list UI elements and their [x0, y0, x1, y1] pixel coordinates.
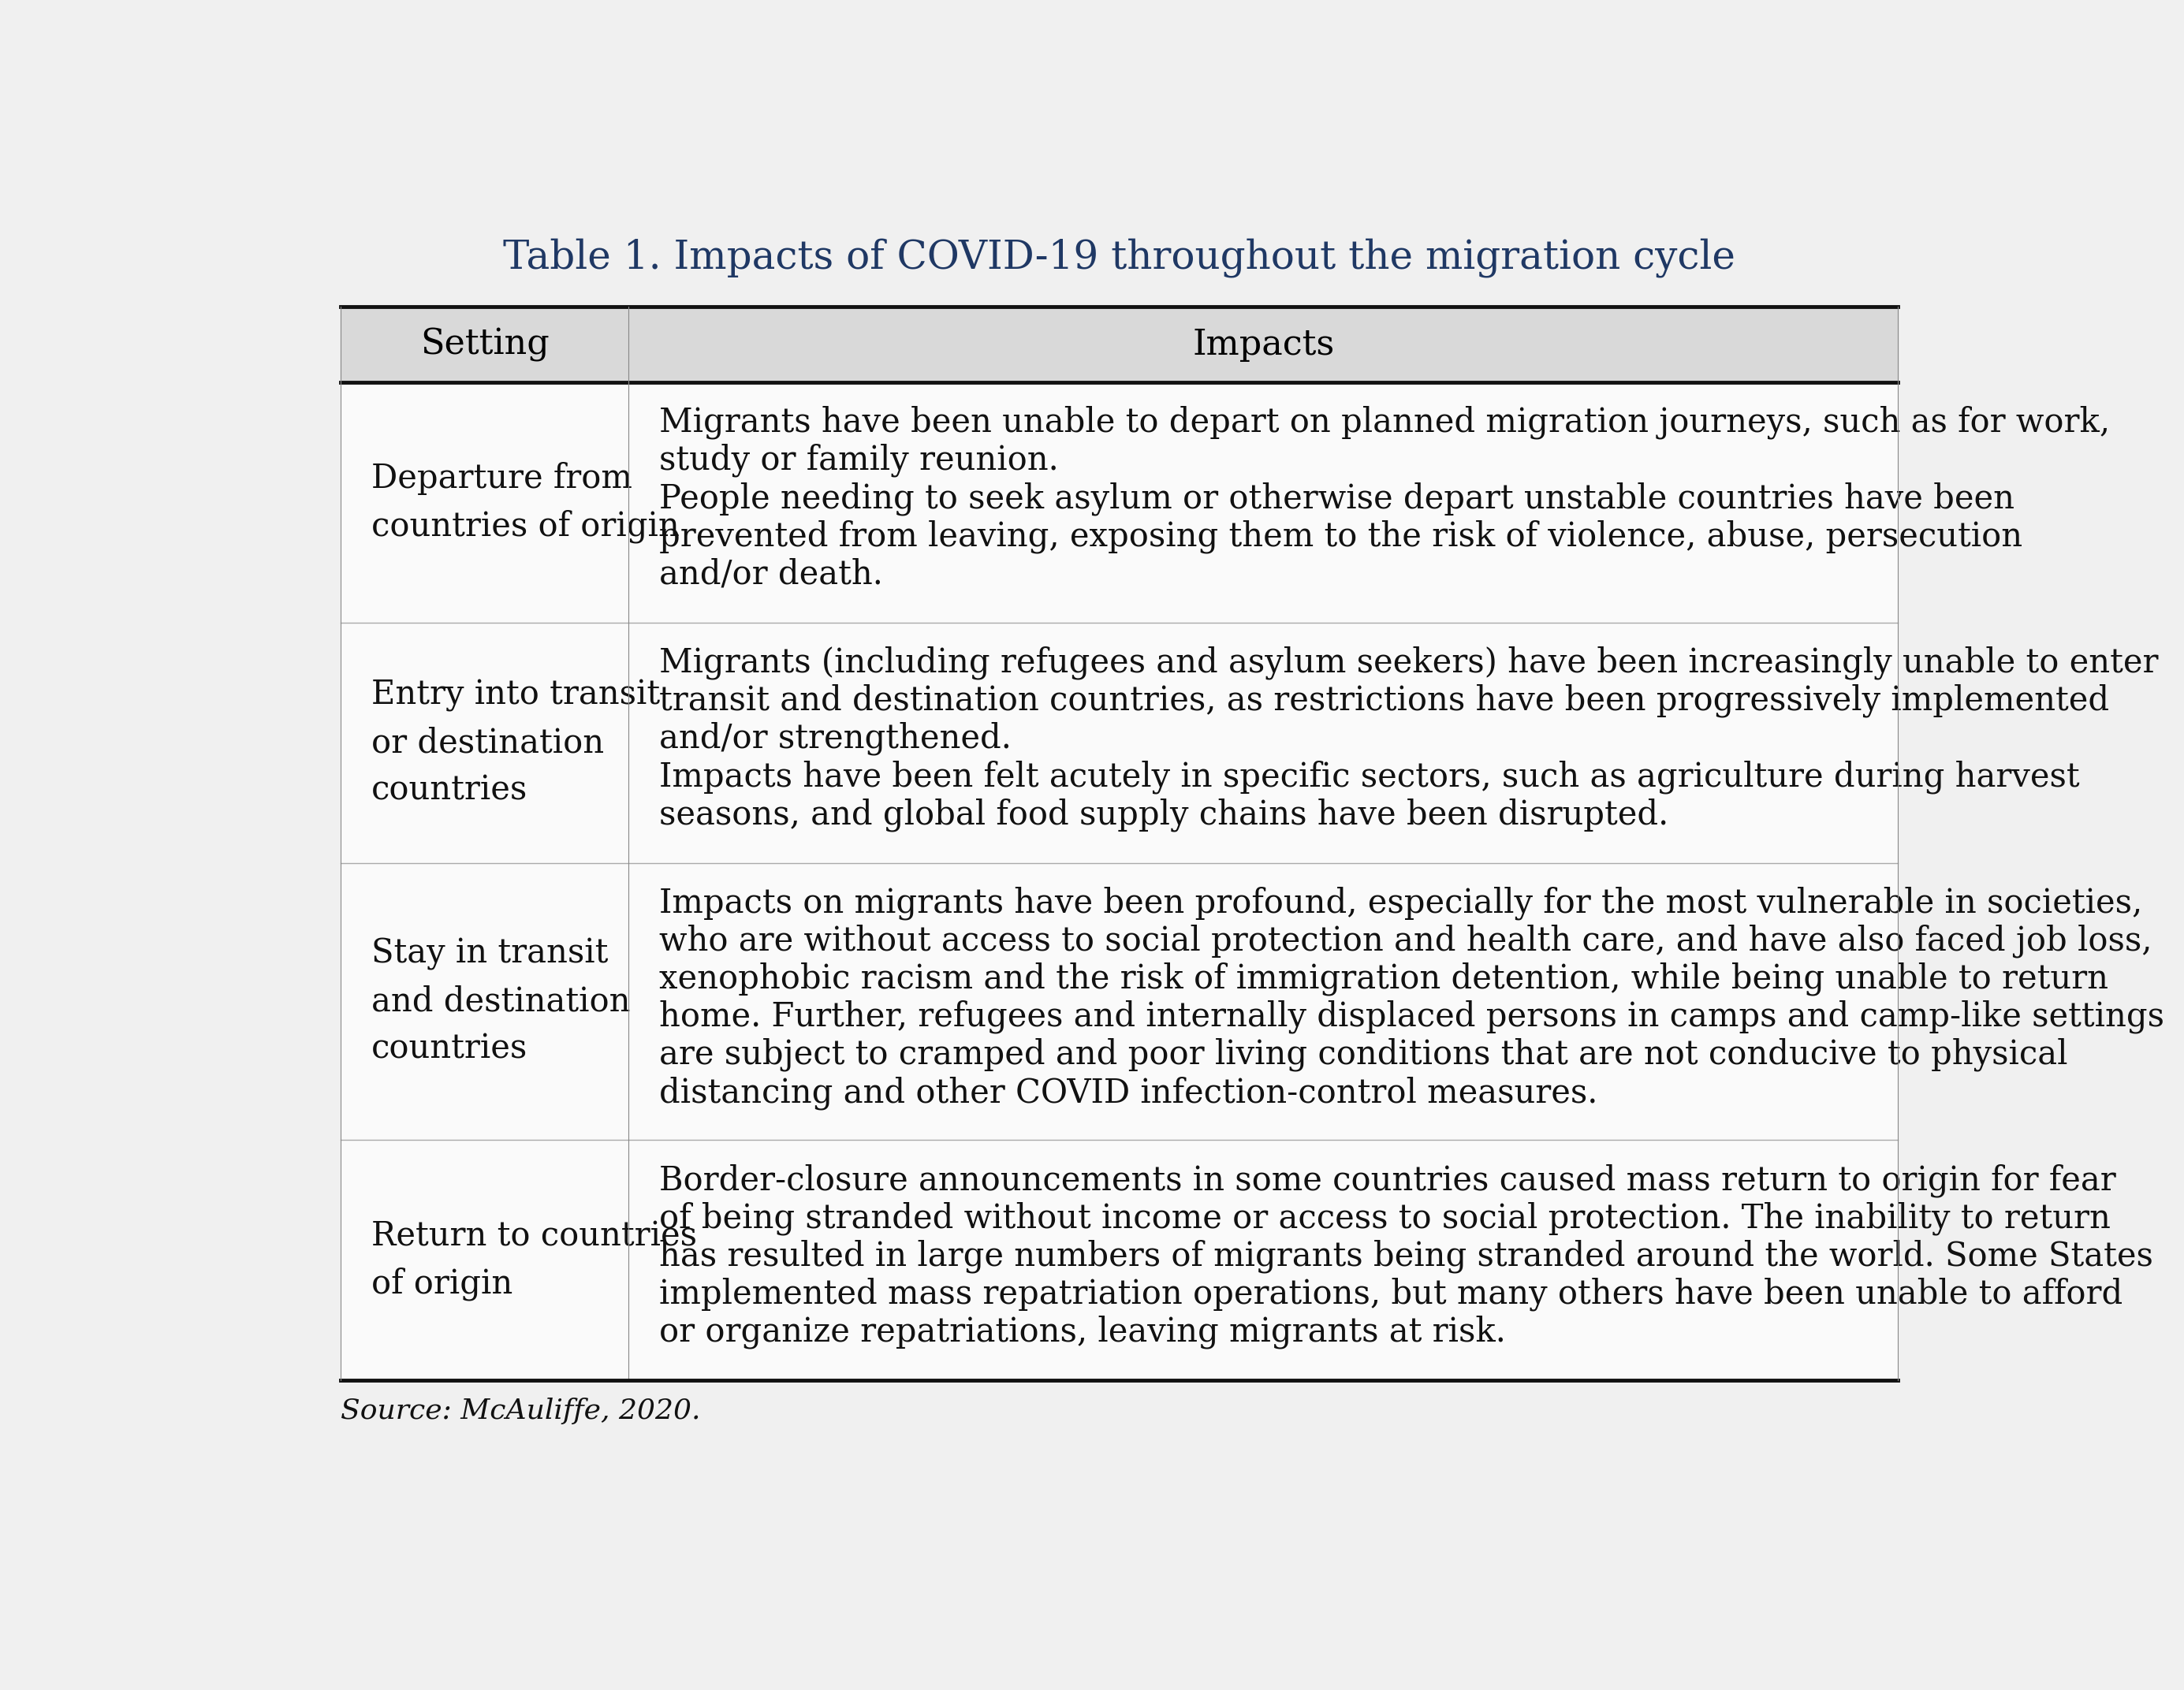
- Text: seasons, and global food supply chains have been disrupted.: seasons, and global food supply chains h…: [660, 798, 1669, 831]
- Text: Source: McAuliffe, 2020.: Source: McAuliffe, 2020.: [341, 1398, 701, 1425]
- Text: are subject to cramped and poor living conditions that are not conducive to phys: are subject to cramped and poor living c…: [660, 1038, 2068, 1071]
- Text: has resulted in large numbers of migrants being stranded around the world. Some : has resulted in large numbers of migrant…: [660, 1239, 2153, 1273]
- Text: People needing to seek asylum or otherwise depart unstable countries have been: People needing to seek asylum or otherwi…: [660, 482, 2014, 515]
- Text: home. Further, refugees and internally displaced persons in camps and camp-like : home. Further, refugees and internally d…: [660, 1000, 2164, 1034]
- Text: study or family reunion.: study or family reunion.: [660, 444, 1059, 477]
- Bar: [629, 864, 1898, 1141]
- Text: Impacts: Impacts: [1192, 328, 1334, 362]
- Text: xenophobic racism and the risk of immigration detention, while being unable to r: xenophobic racism and the risk of immigr…: [660, 962, 2108, 995]
- Text: and/or strengthened.: and/or strengthened.: [660, 722, 1011, 755]
- Text: or organize repatriations, leaving migrants at risk.: or organize repatriations, leaving migra…: [660, 1315, 1507, 1349]
- Text: Departure from
countries of origin: Departure from countries of origin: [371, 461, 679, 542]
- Text: transit and destination countries, as restrictions have been progressively imple: transit and destination countries, as re…: [660, 684, 2110, 718]
- Text: implemented mass repatriation operations, but many others have been unable to af: implemented mass repatriation operations…: [660, 1278, 2123, 1311]
- Text: Migrants (including refugees and asylum seekers) have been increasingly unable t: Migrants (including refugees and asylum …: [660, 646, 2158, 679]
- Text: Migrants have been unable to depart on planned migration journeys, such as for w: Migrants have been unable to depart on p…: [660, 406, 2110, 439]
- Text: of being stranded without income or access to social protection. The inability t: of being stranded without income or acce…: [660, 1202, 2110, 1235]
- Bar: [629, 1141, 1898, 1381]
- Text: Impacts have been felt acutely in specific sectors, such as agriculture during h: Impacts have been felt acutely in specif…: [660, 761, 2079, 793]
- Text: Impacts on migrants have been profound, especially for the most vulnerable in so: Impacts on migrants have been profound, …: [660, 886, 2143, 919]
- Text: Table 1. Impacts of COVID-19 throughout the migration cycle: Table 1. Impacts of COVID-19 throughout …: [502, 238, 1736, 277]
- Text: Setting: Setting: [419, 328, 550, 362]
- Text: distancing and other COVID infection-control measures.: distancing and other COVID infection-con…: [660, 1077, 1599, 1110]
- Text: Return to countries
of origin: Return to countries of origin: [371, 1220, 697, 1301]
- Bar: [341, 622, 629, 864]
- Text: who are without access to social protection and health care, and have also faced: who are without access to social protect…: [660, 924, 2151, 958]
- Bar: [341, 308, 1898, 382]
- Bar: [629, 382, 1898, 622]
- Bar: [341, 1141, 629, 1381]
- Text: Border-closure announcements in some countries caused mass return to origin for : Border-closure announcements in some cou…: [660, 1164, 2116, 1197]
- Bar: [629, 622, 1898, 864]
- Text: and/or death.: and/or death.: [660, 558, 882, 590]
- Bar: [341, 864, 629, 1141]
- Text: Stay in transit
and destination
countries: Stay in transit and destination countrie…: [371, 938, 631, 1065]
- Bar: [341, 382, 629, 622]
- Text: Entry into transit
or destination
countries: Entry into transit or destination countr…: [371, 679, 660, 806]
- Text: prevented from leaving, exposing them to the risk of violence, abuse, persecutio: prevented from leaving, exposing them to…: [660, 519, 2022, 553]
